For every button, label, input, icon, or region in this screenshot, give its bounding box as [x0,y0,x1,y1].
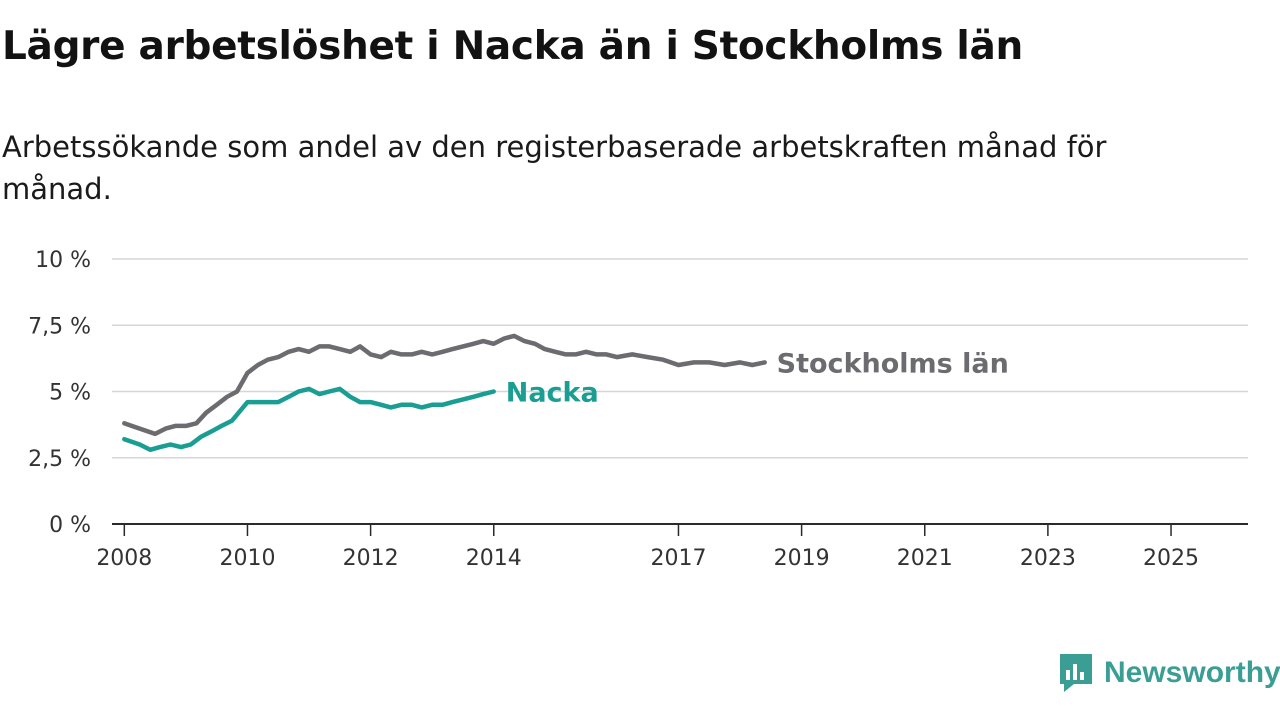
newsworthy-logo: Newsworthy [1058,652,1280,694]
y-tick-label: 5 % [49,381,91,406]
x-tick-label: 2025 [1143,546,1199,571]
x-tick-label: 2023 [1020,546,1076,571]
y-axis: 0 % 2,5 % 5 % 7,5 % 10 % [28,248,91,538]
y-tick-label: 0 % [49,513,91,538]
x-tick-label: 2014 [466,546,522,571]
logo-text: Newsworthy [1104,656,1280,689]
x-axis: 2008 2010 2012 2014 2017 2019 2021 2023 2025 [96,523,1248,571]
x-tick-label: 2021 [897,546,953,571]
gridlines [112,258,1248,459]
y-tick-label: 2,5 % [28,447,91,472]
series-label-nacka: Nacka [506,378,599,409]
x-tick-label: 2017 [650,546,706,571]
series-line-stockholms-ln [122,333,767,437]
y-tick-label: 10 % [35,248,91,273]
series-label-stockholms-ln: Stockholms län [777,348,1009,379]
series-lines [122,333,767,453]
chart-subtitle: Arbetssökande som andel av den registerb… [2,130,1107,206]
x-tick-label: 2010 [219,546,275,571]
series-labels: Stockholms län Nacka [506,348,1009,408]
x-tick-label: 2012 [343,546,399,571]
y-tick-label: 7,5 % [28,314,91,339]
x-tick-label: 2008 [96,546,152,571]
chart-bubble-icon [1060,654,1092,692]
x-tick-label: 2019 [774,546,830,571]
chart-title: Lägre arbetslöshet i Nacka än i Stockhol… [2,24,1023,69]
series-line-nacka [122,386,496,453]
